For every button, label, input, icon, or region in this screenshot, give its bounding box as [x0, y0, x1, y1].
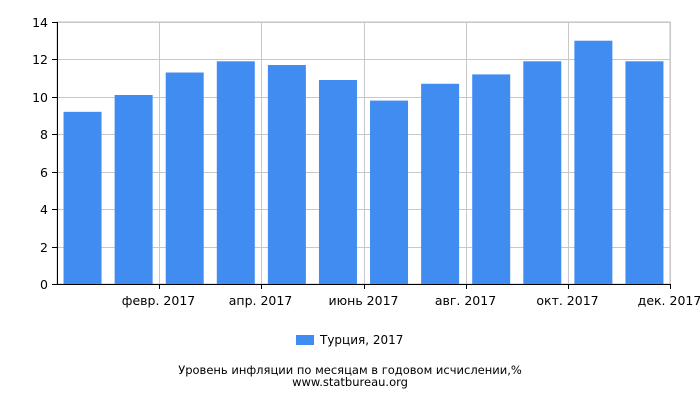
- y-tick-label: 12: [32, 52, 48, 67]
- bar: [267, 65, 306, 285]
- y-tick-label: 10: [32, 90, 48, 105]
- grid-lines: [56, 21, 671, 285]
- x-tick-label: окт. 2017: [536, 293, 598, 308]
- x-tick-label: июнь 2017: [329, 293, 399, 308]
- y-tick-label: 0: [40, 277, 48, 292]
- source-url: www.statbureau.org: [292, 375, 408, 389]
- x-tick-label: апр. 2017: [229, 293, 293, 308]
- legend: Турция, 2017: [296, 333, 403, 347]
- y-tick-label: 8: [40, 127, 48, 142]
- bars: [63, 40, 664, 285]
- y-tick-label: 2: [40, 240, 48, 255]
- bar: [370, 100, 409, 284]
- bar: [421, 83, 460, 284]
- axes: [52, 22, 671, 289]
- bar: [63, 111, 102, 284]
- bar: [472, 74, 511, 285]
- bar: [114, 94, 153, 284]
- y-tick-label: 14: [32, 15, 48, 30]
- bar: [318, 80, 357, 284]
- bar: [574, 40, 613, 284]
- legend-label: Турция, 2017: [320, 333, 404, 347]
- x-tick-label: дек. 2017: [638, 293, 700, 308]
- bar: [625, 61, 664, 284]
- x-tick-label: февр. 2017: [122, 293, 195, 308]
- x-tick-label: авг. 2017: [435, 293, 496, 308]
- y-tick-label: 4: [40, 202, 48, 217]
- y-tick-labels: 0 2 4 6 8 10 12 14: [32, 15, 48, 292]
- bar: [165, 72, 204, 285]
- legend-swatch: [296, 335, 314, 345]
- bar: [216, 61, 255, 284]
- bar: [523, 61, 562, 284]
- y-tick-label: 6: [40, 165, 48, 180]
- chart-caption: Уровень инфляции по месяцам в годовом ис…: [178, 363, 522, 377]
- x-tick-labels: февр. 2017 апр. 2017 июнь 2017 авг. 2017 окт…: [122, 293, 700, 308]
